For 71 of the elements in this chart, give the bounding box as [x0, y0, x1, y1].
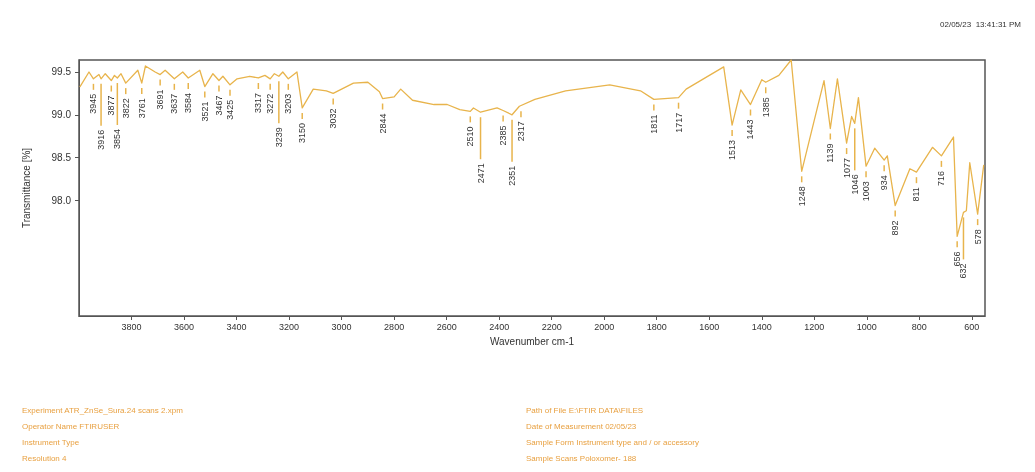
x-tick-label: 2400 [489, 321, 510, 332]
annotation: 811 [911, 187, 922, 202]
x-tick-label: 1800 [646, 321, 667, 332]
x-tick-label: 2200 [541, 321, 562, 332]
x-tick-label: 3400 [226, 321, 247, 332]
y-tick-label: 99.5 [51, 66, 72, 78]
text: Operator Name FTIRUSER [22, 421, 120, 431]
y-tick-label: 98.5 [51, 152, 72, 164]
annotation: 3467 [213, 95, 224, 116]
annotation: 3854 [112, 128, 123, 150]
annotation: 892 [890, 220, 901, 236]
annotation: 934 [879, 175, 890, 191]
text: Path of File E:\FTIR DATA\FILES [526, 405, 644, 415]
annotation: 578 [972, 229, 983, 245]
annotation: 1077 [841, 158, 852, 179]
annotation: 3691 [155, 89, 166, 110]
annotation: 1513 [727, 140, 738, 161]
annotation: 1811 [648, 114, 659, 134]
x-tick-label: 1000 [856, 321, 877, 332]
x-tick-label: 1600 [699, 321, 720, 332]
annotation: 3203 [283, 93, 294, 114]
annotation: 3521 [199, 101, 210, 122]
annotation: 1443 [745, 119, 756, 140]
annotation: 3425 [225, 99, 235, 120]
annotation: 3822 [120, 98, 131, 119]
text: Sample Scans Poloxomer- 188 [526, 453, 637, 463]
annotation: 2510 [465, 126, 476, 147]
annotation: 3317 [253, 92, 264, 114]
annotation: 3637 [169, 93, 180, 114]
text: Experiment ATR_ZnSe_Sura.24 scans 2.xpm [22, 405, 184, 415]
annotation: 1003 [861, 181, 872, 202]
x-tick-label: 1200 [804, 321, 825, 332]
x-tick-label: 2600 [436, 321, 457, 332]
x-tick-label: 2800 [384, 321, 405, 332]
annotation: 1248 [796, 186, 807, 207]
annotation: 3584 [183, 92, 194, 114]
text: Sample Form Instrument type and / or accessory [526, 437, 699, 447]
annotation: 2471 [475, 163, 486, 184]
y-tick-label: 99.0 [51, 109, 72, 121]
annotation: 3945 [88, 93, 99, 114]
annotation: 3272 [265, 93, 276, 114]
annotation: 3761 [136, 98, 147, 119]
text: Resolution 4 [22, 453, 68, 463]
text: 02/05/23 13:41:31 PM [940, 19, 1022, 29]
x-tick-label: 1400 [751, 321, 772, 332]
annotation: 3916 [96, 129, 107, 150]
annotation: 1139 [825, 143, 836, 163]
annotation: 716 [936, 170, 947, 186]
annotation: 1717 [673, 112, 684, 133]
x-tick-label: 600 [964, 321, 980, 332]
x-tick-label: 3200 [279, 321, 300, 332]
x-tick-label: 2000 [594, 321, 615, 332]
annotation: 2385 [498, 125, 509, 146]
annotation: 3877 [106, 95, 117, 116]
annotation: 3239 [273, 127, 284, 148]
x-tick-label: 3800 [121, 321, 142, 332]
annotation: 2844 [377, 113, 388, 134]
annotation: 2317 [515, 121, 526, 142]
y-tick-label: 98.0 [51, 194, 72, 206]
x-tick-label: 3000 [331, 321, 352, 332]
annotation: 3150 [297, 122, 308, 143]
annotation: 1046 [849, 174, 860, 195]
y-axis-title: Transmittance [%] [20, 147, 32, 229]
text: Instrument Type [22, 437, 80, 447]
annotation: 1385 [760, 97, 771, 118]
annotation: 2351 [507, 165, 518, 186]
x-tick-label: 3600 [174, 321, 195, 332]
annotation: 3032 [328, 108, 339, 129]
text: Date of Measurement 02/05/23 [526, 421, 637, 431]
x-tick-label: 800 [911, 321, 927, 332]
x-axis-title: Wavenumber cm-1 [489, 335, 575, 347]
